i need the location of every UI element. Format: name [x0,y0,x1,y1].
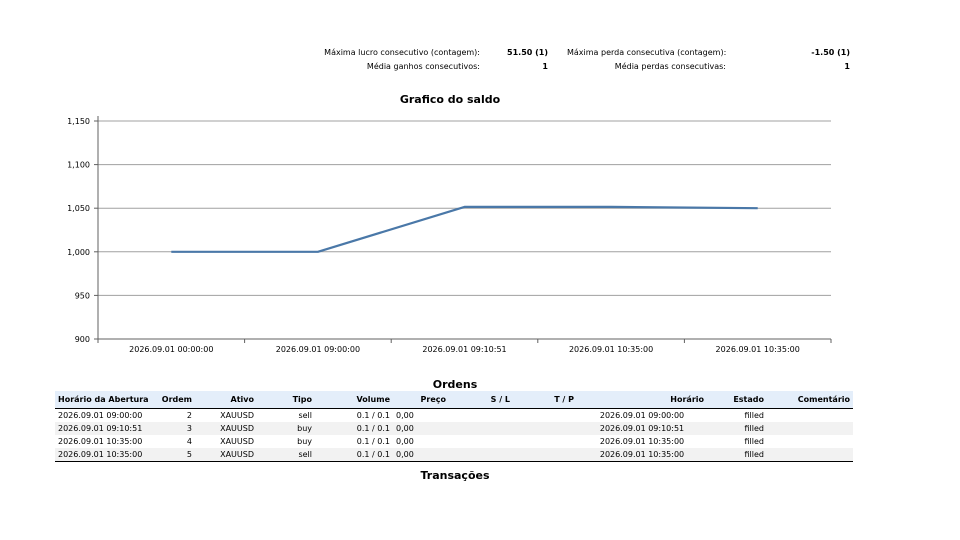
cell-tp [513,435,577,448]
cell-state: filled [744,424,764,433]
y-tick-label: 1,050 [67,204,90,213]
orders-title: Ordens [432,378,478,391]
cell-volume: 0.1 / 0.1 [315,448,393,462]
max-consec-loss-label: Máxima perda consecutiva (contagem): [567,48,727,57]
cell-order: 4 [186,437,192,446]
chart-title: Grafico do saldo [399,93,501,106]
cell-volume: 0.1 / 0.1 [356,437,390,446]
col-header-time: Horário [577,391,707,409]
max-consec-loss-value: -1.50 (1) [811,48,850,57]
balance-chart: 900 950 1,000 1,050 1,100 1,150 2026.09.01 00:… [67,116,832,354]
cell-time: 2026.09.01 09:00:00 [599,411,685,420]
cell-asset: XAUUSD [195,448,257,462]
col-header-state: Estado [707,391,767,409]
avg-consec-losses-value: 1 [844,62,850,71]
max-consec-profit-value: 51.50 (1) [507,48,548,57]
cell-type: sell [257,448,315,462]
avg-consec-losses-label: Média perdas consecutivas: [614,62,726,71]
avg-consec-wins-value: 1 [542,62,548,71]
x-tick-label: 2026.09.01 00:00:00 [129,345,213,354]
x-tick-label: 2026.09.01 10:35:00 [569,345,653,354]
cell-sl [449,448,513,462]
cell-open-time: 2026.09.01 09:10:51 [58,424,143,433]
cell-type: buy [297,424,312,433]
cell-order: 5 [149,448,195,462]
orders-table: Horário da Abertura Ordem Ativo Tipo Vol… [55,391,853,462]
cell-state: filled [744,437,764,446]
y-tick-label: 1,000 [67,248,90,257]
cell-order: 3 [186,424,192,433]
orders-header-row: Horário da Abertura Ordem Ativo Tipo Vol… [55,391,853,409]
col-header-sl: S / L [449,391,513,409]
cell-open-time: 2026.09.01 10:35:00 [58,437,143,446]
transactions-title: Transações [420,469,490,482]
col-header-comment: Comentário [767,391,853,409]
col-header-asset: Ativo [195,391,257,409]
max-consec-profit-label: Máxima lucro consecutivo (contagem): [324,48,480,57]
cell-price: 0,00 [396,411,414,420]
y-tick-label: 900 [75,335,90,344]
cell-price: 0,00 [396,437,414,446]
col-header-type: Tipo [257,391,315,409]
table-row: 2026.09.01 09:10:51 3 XAUUSD buy 0.1 / 0… [55,422,853,435]
cell-comment [767,422,853,435]
cell-comment [767,409,853,423]
cell-type: buy [297,437,312,446]
y-tick-label: 950 [75,291,90,300]
cell-type: sell [298,411,312,420]
cell-open-time: 2026.09.01 10:35:00 [55,448,149,462]
col-header-open-time: Horário da Abertura [55,391,149,409]
cell-comment [767,435,853,448]
cell-open-time: 2026.09.01 09:00:00 [58,411,143,420]
y-tick-label: 1,150 [67,117,90,126]
cell-time: 2026.09.01 10:35:00 [577,448,707,462]
cell-price: 0,00 [393,448,449,462]
cell-volume: 0.1 / 0.1 [356,411,390,420]
cell-sl [449,435,513,448]
x-tick-label: 2026.09.01 10:35:00 [716,345,800,354]
balance-line [171,205,758,253]
cell-price: 0,00 [396,424,414,433]
cell-tp [513,448,577,462]
cell-sl [449,409,513,423]
table-row: 2026.09.01 10:35:00 4 XAUUSD buy 0.1 / 0… [55,435,853,448]
cell-order: 2 [186,411,192,420]
table-row: 2026.09.01 10:35:00 5 XAUUSD sell 0.1 / … [55,448,853,462]
x-tick-label: 2026.09.01 09:00:00 [276,345,360,354]
cell-comment [767,448,853,462]
cell-sl [449,422,513,435]
cell-asset: XAUUSD [220,424,254,433]
col-header-volume: Volume [315,391,393,409]
y-tick-label: 1,100 [67,161,90,170]
table-row: 2026.09.01 09:00:00 2 XAUUSD sell 0.1 / … [55,409,853,423]
cell-asset: XAUUSD [220,411,254,420]
cell-time: 2026.09.01 09:10:51 [599,424,685,433]
avg-consec-wins-label: Média ganhos consecutivos: [366,62,480,71]
cell-time: 2026.09.01 10:35:00 [599,437,685,446]
cell-tp [513,422,577,435]
cell-asset: XAUUSD [220,437,254,446]
col-header-order: Ordem [149,391,195,409]
x-tick-label: 2026.09.01 09:10:51 [422,345,506,354]
col-header-price: Preço [393,391,449,409]
cell-tp [513,409,577,423]
cell-state: filled [707,448,767,462]
cell-volume: 0.1 / 0.1 [356,424,390,433]
cell-state: filled [744,411,764,420]
col-header-tp: T / P [513,391,577,409]
